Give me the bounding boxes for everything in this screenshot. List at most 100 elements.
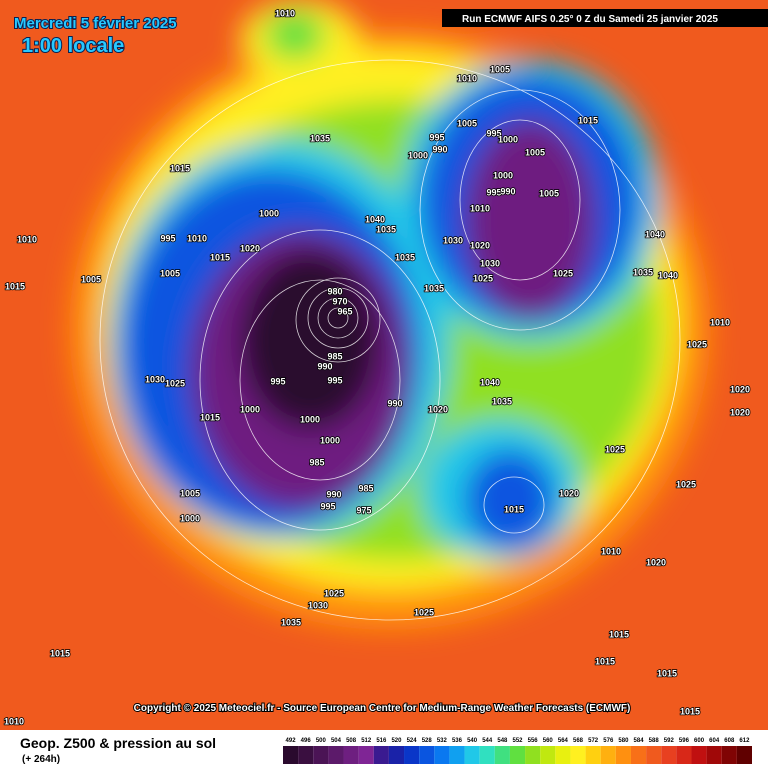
colorbar-swatch [283, 746, 299, 764]
isobar-label: 1030 [443, 235, 463, 245]
isobar-label: 1000 [498, 134, 518, 144]
isobar-label: 995 [486, 128, 501, 138]
field [0, 0, 768, 730]
isobar-label: 1015 [50, 648, 70, 658]
colorbar-swatch [343, 746, 359, 764]
colorbar-label: 504 [331, 738, 342, 744]
colorbar-label: 512 [361, 738, 372, 744]
colorbar-swatch [615, 746, 631, 764]
isobar-label: 1020 [730, 407, 750, 417]
isobar-label: 995 [429, 132, 444, 142]
colorbar-swatch [298, 746, 314, 764]
isobar-label: 1025 [473, 273, 493, 283]
colorbar-label: 592 [664, 738, 675, 744]
isobar-label: 995 [270, 376, 285, 386]
isobar-label: 995 [320, 501, 335, 511]
isobar-label: 1020 [470, 240, 490, 250]
colorbar-swatch [434, 746, 450, 764]
isobar-label: 1010 [4, 716, 24, 726]
isobar-label: 1015 [5, 281, 25, 291]
isobar-label: 985 [327, 351, 342, 361]
isobar-label: 1025 [676, 479, 696, 489]
colorbar-label: 536 [452, 738, 463, 744]
isobar-label: 1000 [180, 513, 200, 523]
colorbar-swatch [540, 746, 556, 764]
colorbar-swatch [404, 746, 420, 764]
isobar-label: 1015 [578, 115, 598, 125]
isobar-label: 1005 [525, 147, 545, 157]
colorbar-label: 600 [694, 738, 705, 744]
isobar-label: 1000 [240, 404, 260, 414]
colorbar-swatch [721, 746, 737, 764]
colorbar-swatch [328, 746, 344, 764]
colorbar-swatch [646, 746, 662, 764]
colorbar-swatch [585, 746, 601, 764]
isobar-label: 1020 [559, 488, 579, 498]
isobar-label: 1040 [658, 270, 678, 280]
colorbar-swatch [373, 746, 389, 764]
isobar-label: 1015 [680, 706, 700, 716]
colorbar-label: 492 [286, 738, 297, 744]
isobar-label: 1005 [160, 268, 180, 278]
isobar-label: 1020 [730, 384, 750, 394]
colorbar-swatch [449, 746, 465, 764]
isobar-label: 1000 [300, 414, 320, 424]
isobar-label: 990 [500, 186, 515, 196]
colorbar-swatch [479, 746, 495, 764]
colorbar-swatch [388, 746, 405, 764]
isobar-label: 1040 [365, 214, 385, 224]
isobar-label: 1020 [646, 557, 666, 567]
colorbar-label: 564 [558, 738, 569, 744]
isobar-label: 1010 [710, 317, 730, 327]
colorbar-swatch [313, 746, 329, 764]
colorbar-label: 604 [709, 738, 720, 744]
colorbar-label: 516 [376, 738, 387, 744]
isobar-label: 1025 [687, 339, 707, 349]
colorbar-swatch [494, 746, 510, 764]
isobar-label: 1035 [395, 252, 415, 262]
isobar-label: 1005 [81, 274, 101, 284]
isobar-label: 1025 [324, 588, 344, 598]
colorbar-label: 572 [588, 738, 599, 744]
colorbar-label: 540 [467, 738, 478, 744]
colorbar-swatch [555, 746, 571, 764]
date: Mercredi 5 février 2025 [14, 15, 177, 32]
isobar-label: 1000 [493, 170, 513, 180]
isobar-label: 1005 [180, 488, 200, 498]
isobar-label: 1005 [457, 118, 477, 128]
run-banner [442, 9, 768, 27]
isobar-label: 1035 [310, 133, 330, 143]
colorbar-swatch [676, 746, 692, 764]
isobar-label: 1015 [595, 656, 615, 666]
colorbar-swatch [509, 746, 526, 764]
isobar-label: 1010 [470, 203, 490, 213]
colorbar-swatch [706, 746, 722, 764]
isobar-label: 1030 [308, 600, 328, 610]
isobar-label: 1035 [376, 224, 396, 234]
isobar-label: 990 [432, 144, 447, 154]
isobar-label: 1020 [428, 404, 448, 414]
isobar-label: 1040 [480, 377, 500, 387]
isobar-label: 1025 [414, 607, 434, 617]
colorbar-label: 588 [649, 738, 660, 744]
isobar-label: 1000 [320, 435, 340, 445]
isobar-label: 1015 [609, 629, 629, 639]
isobar-label: 970 [332, 296, 347, 306]
footer-lead: (+ 264h) [22, 754, 60, 765]
colorbar-label: 612 [739, 738, 750, 744]
colorbar-label: 580 [618, 738, 629, 744]
isobar-label: 1035 [492, 396, 512, 406]
copyright: Copyright © 2025 Meteociel.fr - Source E… [134, 703, 631, 714]
isobar-label: 1040 [645, 229, 665, 239]
isobar-label: 1015 [210, 252, 230, 262]
colorbar-swatch [661, 746, 677, 764]
isobar-label: 985 [309, 457, 324, 467]
isobar-label: 1035 [424, 283, 444, 293]
isobar-label: 1025 [553, 268, 573, 278]
isobar-label: 1010 [17, 234, 37, 244]
isobar-label: 990 [387, 398, 402, 408]
isobar-label: 1010 [601, 546, 621, 556]
colorbar-swatch [570, 746, 586, 764]
